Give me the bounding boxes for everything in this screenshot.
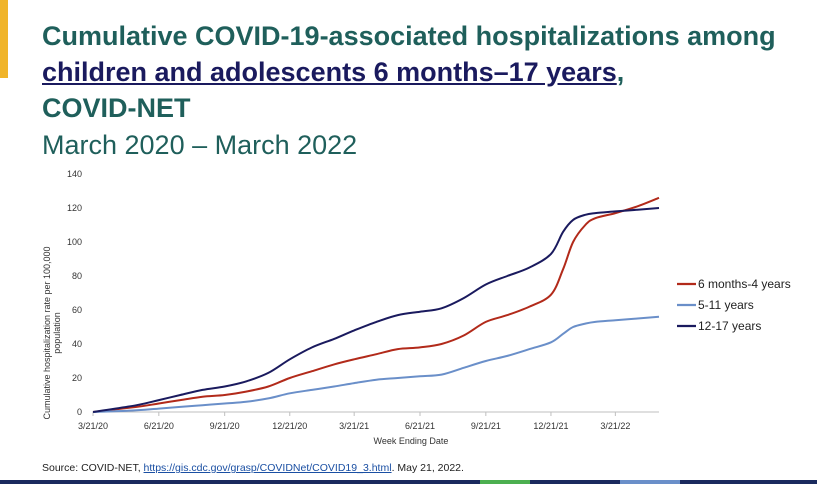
legend-label-1: 6 months-4 years: [698, 277, 791, 291]
legend-label-2: 5-11 years: [698, 298, 754, 312]
x-tick-label: 12/21/21: [533, 421, 568, 431]
title-comma: ,: [616, 57, 625, 87]
slide-subtitle: March 2020 – March 2022: [42, 130, 358, 160]
x-tick-label: 6/21/20: [144, 421, 174, 431]
x-tick-label: 12/21/20: [272, 421, 307, 431]
y-tick-label: 140: [67, 169, 82, 179]
y-tick-label: 100: [67, 237, 82, 247]
y-axis-label: Cumulative hospitalization rate per 100,…: [42, 246, 52, 419]
slide-title: Cumulative COVID-19-associated hospitali…: [42, 18, 802, 126]
line-chart: 0 20 40 60 80 100 120 140 3/21/20 6/21/20 9/21/20 1…: [42, 169, 791, 446]
x-tick-label: 3/21/21: [339, 421, 369, 431]
y-tick-label: 40: [72, 339, 82, 349]
bottom-rule: [0, 480, 817, 484]
y-tick-label: 0: [77, 407, 82, 417]
y-tick-label: 120: [67, 203, 82, 213]
y-tick-label: 60: [72, 305, 82, 315]
title-line3: COVID-NET: [42, 93, 191, 123]
x-axis-label: Week Ending Date: [374, 436, 449, 446]
y-axis-label-line2: population: [52, 312, 62, 354]
x-tick-label: 9/21/21: [471, 421, 501, 431]
rule-accent-blue: [620, 480, 680, 484]
series-line-1: [92, 196, 660, 413]
x-tick-label: 3/21/22: [600, 421, 630, 431]
legend-label-3: 12-17 years: [698, 319, 761, 333]
source-prefix: Source: COVID-NET,: [42, 462, 144, 474]
rule-accent-green: [480, 480, 530, 484]
y-tick-label: 20: [72, 373, 82, 383]
x-tick-label: 3/21/20: [78, 421, 108, 431]
x-tick-label: 6/21/21: [405, 421, 435, 431]
source-suffix: . May 21, 2022.: [391, 462, 464, 474]
series-line-2: [92, 315, 660, 413]
title-link-text: children and adolescents 6 months–17 yea…: [42, 57, 617, 87]
source-note: Source: COVID-NET, https://gis.cdc.gov/g…: [42, 462, 464, 474]
source-link[interactable]: https://gis.cdc.gov/grasp/COVIDNet/COVID…: [143, 462, 392, 474]
accent-bar: [0, 0, 8, 78]
title-text: Cumulative COVID-19-associated hospitali…: [42, 21, 776, 51]
x-tick-label: 9/21/20: [210, 421, 240, 431]
y-tick-label: 80: [72, 271, 82, 281]
series-line-3: [92, 207, 660, 413]
